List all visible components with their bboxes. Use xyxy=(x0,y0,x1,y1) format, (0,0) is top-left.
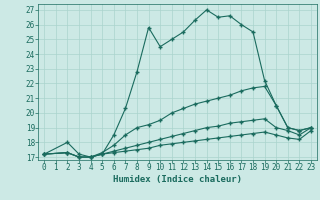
X-axis label: Humidex (Indice chaleur): Humidex (Indice chaleur) xyxy=(113,175,242,184)
